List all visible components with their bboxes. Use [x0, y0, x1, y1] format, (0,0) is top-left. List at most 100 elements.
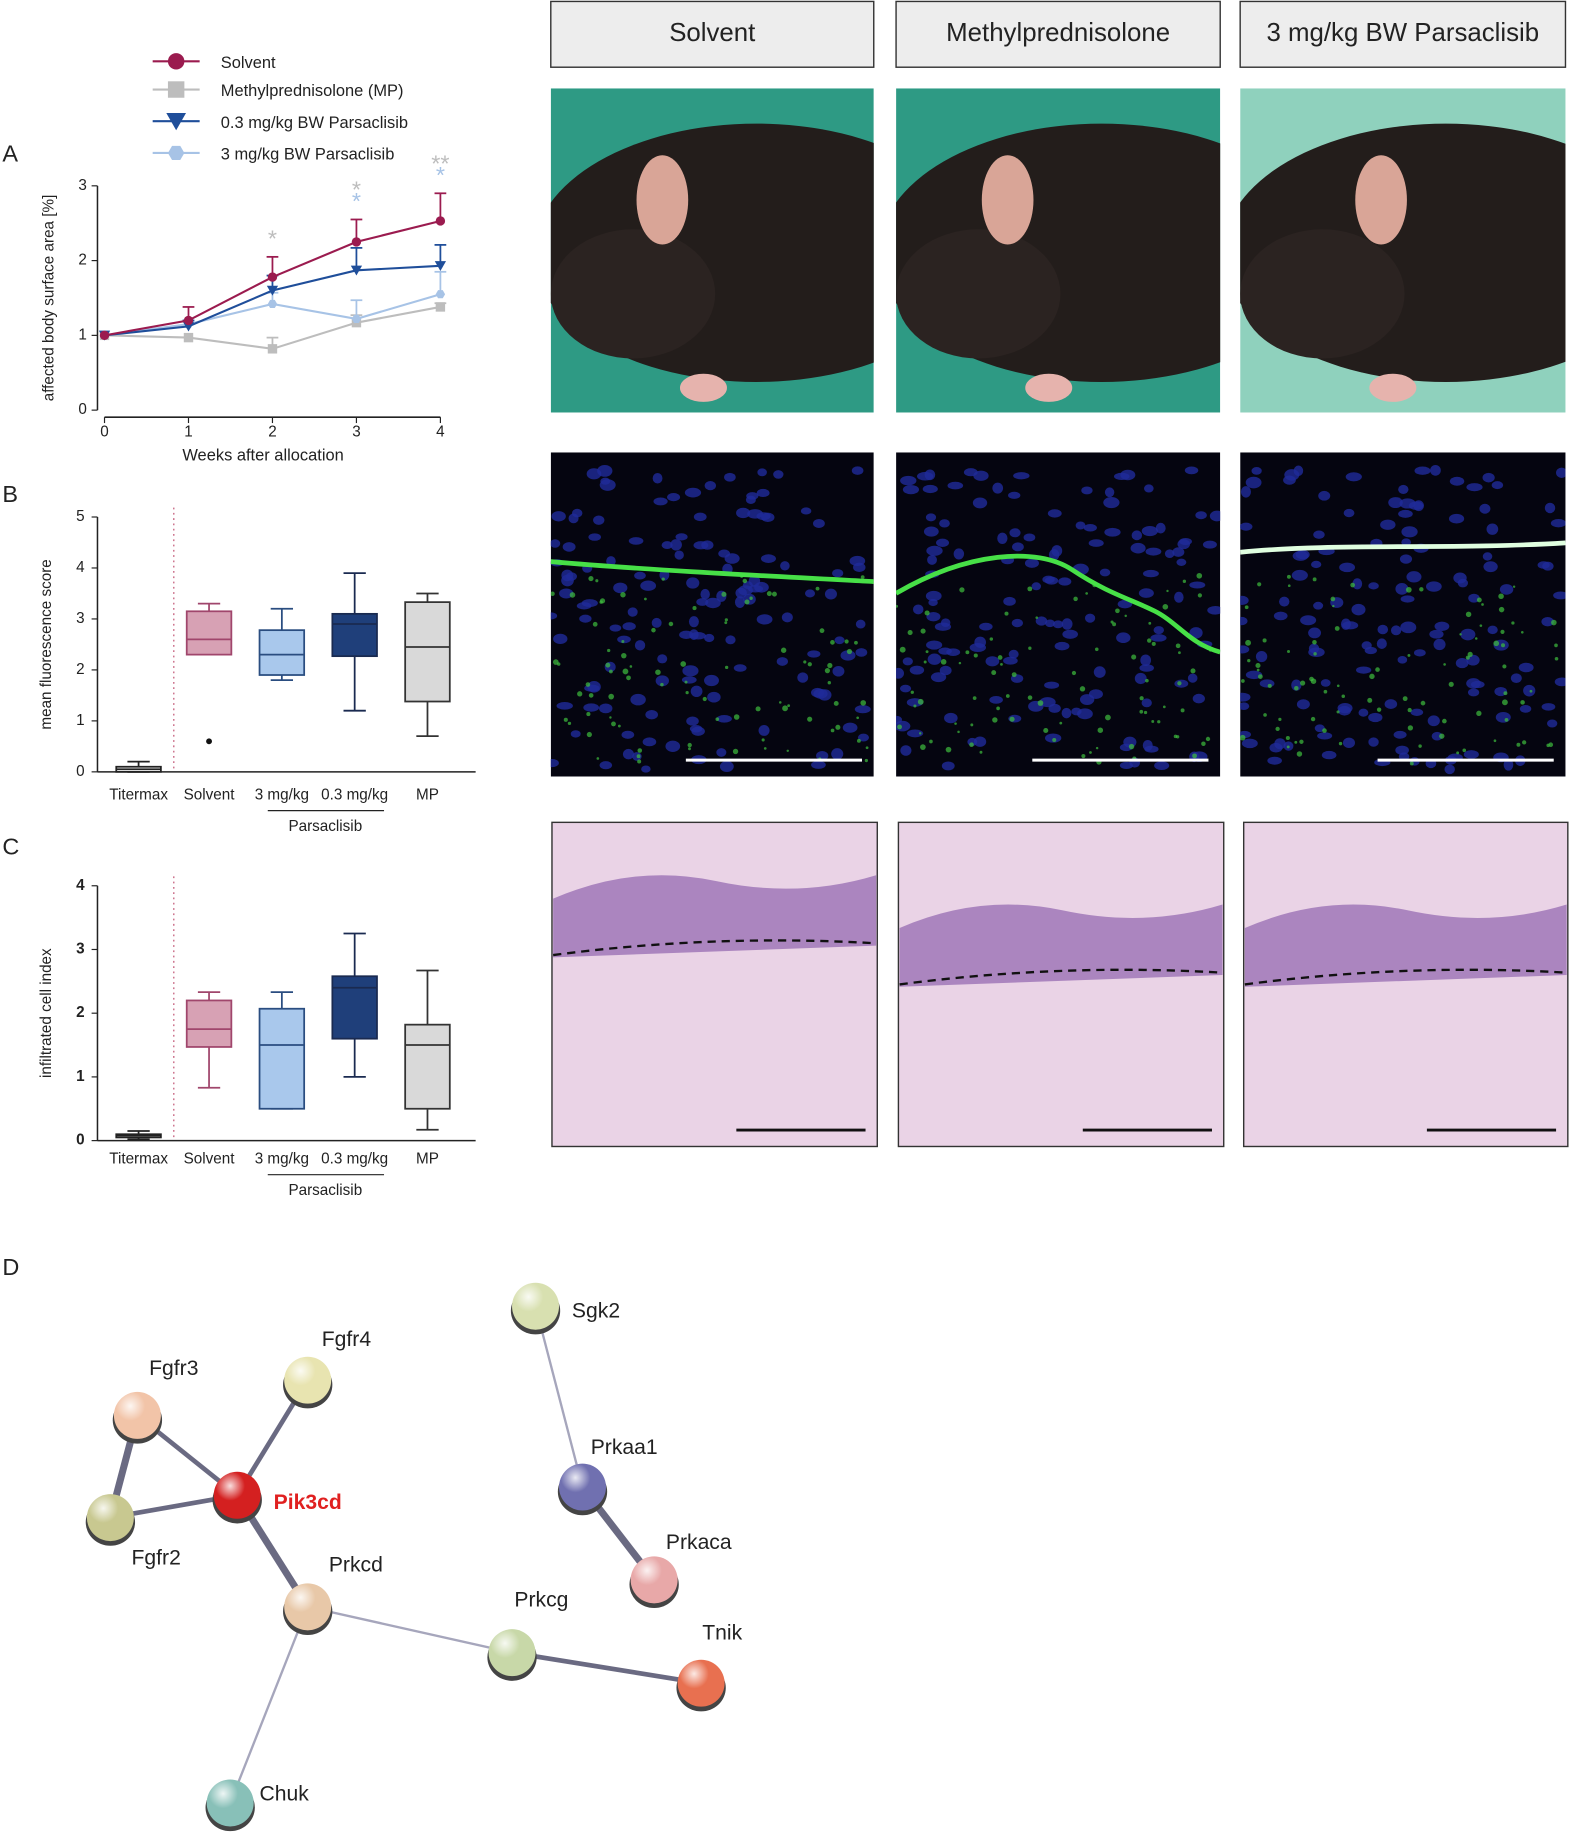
- stain: [1005, 694, 1010, 698]
- nucleus: [1153, 626, 1164, 635]
- nucleus: [923, 526, 939, 537]
- nucleus: [813, 518, 825, 528]
- stain: [827, 681, 831, 685]
- nucleus: [1550, 519, 1566, 528]
- membrane: [896, 553, 1221, 655]
- nucleus: [1468, 593, 1480, 603]
- nucleus: [550, 758, 559, 768]
- stain: [1255, 662, 1261, 669]
- stain: [1313, 652, 1317, 656]
- stain: [860, 700, 867, 706]
- nucleus: [1444, 764, 1455, 775]
- stain: [827, 662, 833, 669]
- nucleus: [896, 667, 905, 679]
- nucleus: [583, 703, 600, 712]
- stain: [755, 706, 761, 712]
- stain: [1079, 686, 1086, 692]
- nucleus: [1174, 591, 1184, 603]
- nucleus: [756, 614, 773, 625]
- nucleus: [916, 471, 934, 481]
- nucleus: [1503, 759, 1514, 771]
- nucleus: [1279, 596, 1290, 607]
- nucleus: [1449, 476, 1465, 486]
- stain: [724, 618, 728, 622]
- nucleus: [716, 714, 732, 723]
- stain: [744, 599, 750, 605]
- nucleus: [682, 665, 699, 677]
- nucleus: [1177, 539, 1191, 550]
- box: [331, 975, 378, 1040]
- nucleus: [1267, 756, 1282, 765]
- node-shine: [630, 1556, 678, 1604]
- stain: [763, 747, 767, 750]
- stain: [1027, 695, 1033, 700]
- nucleus: [587, 681, 601, 693]
- nucleus: [1207, 605, 1221, 615]
- stain: [692, 606, 697, 611]
- stain: [913, 704, 917, 708]
- nucleus: [974, 636, 986, 648]
- stain: [1043, 727, 1049, 734]
- stain: [1504, 717, 1509, 722]
- nucleus: [606, 556, 616, 567]
- nucleus: [899, 684, 912, 693]
- nucleus: [1184, 466, 1199, 475]
- stain: [1139, 709, 1144, 714]
- stain: [611, 721, 616, 727]
- nucleus: [1255, 650, 1268, 663]
- nucleus: [586, 468, 602, 480]
- nucleus: [1176, 558, 1187, 566]
- box: [258, 1007, 306, 1110]
- nucleus: [1042, 575, 1055, 584]
- nucleus: [1142, 569, 1159, 578]
- stain: [1520, 700, 1525, 705]
- marker: [266, 285, 279, 296]
- stain: [1151, 720, 1155, 723]
- y-axis-label: affected body surface area [%]: [40, 195, 57, 402]
- significance: *: [436, 162, 445, 188]
- stain: [660, 682, 664, 687]
- marker: [351, 237, 362, 247]
- nucleus: [1487, 625, 1498, 635]
- nucleus: [1071, 707, 1082, 716]
- nucleus: [780, 561, 790, 571]
- nucleus: [1144, 484, 1154, 493]
- nucleus: [634, 640, 646, 651]
- node-shine: [488, 1629, 536, 1677]
- nucleus: [947, 481, 964, 490]
- nucleus: [1187, 673, 1198, 683]
- nucleus: [831, 748, 844, 760]
- marker: [183, 315, 194, 326]
- nucleus: [760, 554, 776, 563]
- stain: [1369, 673, 1375, 680]
- membrane: [1240, 540, 1566, 555]
- stain: [1059, 721, 1063, 725]
- nucleus: [912, 604, 924, 615]
- nucleus: [1390, 625, 1402, 636]
- nucleus: [939, 665, 952, 676]
- nucleus: [613, 582, 628, 594]
- stain: [620, 592, 626, 598]
- y-tick-label: 4: [76, 559, 85, 576]
- nucleus: [1155, 522, 1166, 534]
- membrane: [550, 559, 874, 584]
- stain: [1162, 705, 1166, 709]
- nucleus: [997, 532, 1008, 545]
- stain: [724, 665, 729, 670]
- stain: [1322, 728, 1327, 733]
- nucleus: [724, 472, 736, 482]
- nucleus: [1313, 601, 1324, 610]
- nucleus: [1104, 487, 1115, 498]
- y-axis-label: infiltrated cell index: [38, 948, 55, 1078]
- nucleus: [1240, 486, 1251, 498]
- y-tick-label: 2: [76, 1004, 84, 1021]
- stain: [997, 655, 1003, 660]
- x-tick-label: 4: [436, 423, 445, 440]
- stain: [1498, 593, 1504, 600]
- stain: [569, 592, 576, 598]
- stain: [1287, 584, 1291, 588]
- stain: [1511, 621, 1515, 625]
- stain: [621, 640, 625, 644]
- stain: [721, 591, 727, 597]
- nucleus: [1491, 481, 1504, 490]
